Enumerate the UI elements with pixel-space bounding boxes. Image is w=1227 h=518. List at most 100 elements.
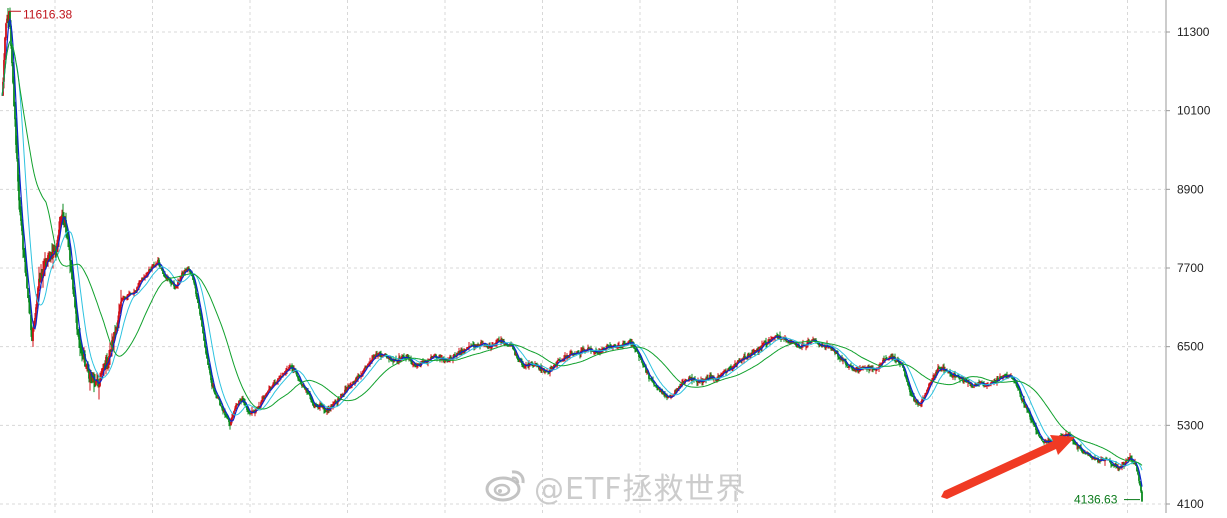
candle-body — [638, 353, 640, 358]
candle-body — [835, 352, 837, 354]
candle-body — [1097, 457, 1099, 463]
candle-body — [956, 375, 958, 377]
candle-body — [48, 254, 50, 256]
candle-body — [164, 275, 166, 278]
candle-body — [793, 341, 795, 344]
y-tick-label: 6500 — [1177, 340, 1204, 354]
candle-body — [39, 278, 41, 282]
candle-body — [308, 393, 310, 395]
candle-body — [666, 395, 668, 398]
candle-body — [1022, 399, 1024, 402]
candle-body — [193, 280, 195, 283]
candle-body — [180, 276, 182, 281]
candle-body — [1081, 449, 1083, 452]
candle-body — [285, 370, 287, 372]
candle-body — [304, 386, 306, 390]
candle-body — [389, 357, 391, 360]
candle-body — [737, 360, 739, 363]
candle-body — [124, 296, 126, 299]
candle-body — [651, 378, 653, 381]
candle-body — [434, 355, 436, 357]
candle-body — [533, 364, 535, 366]
candle-body — [376, 353, 378, 357]
candle-body — [652, 381, 654, 383]
candle-body — [407, 356, 409, 358]
candle-body — [192, 275, 194, 280]
candle-body — [484, 343, 486, 346]
candle-body — [11, 45, 13, 64]
candle-body — [914, 399, 916, 402]
candle-body — [311, 399, 313, 403]
candle-body — [4, 37, 6, 60]
candle-body — [340, 393, 342, 399]
candle-body — [1043, 441, 1045, 443]
candle-body — [683, 381, 685, 383]
candle-body — [664, 393, 666, 396]
candle-body — [188, 268, 190, 270]
annotation-layer: 11616.38 4136.63 — [9, 7, 1140, 507]
candle-body — [883, 359, 885, 361]
candle-body — [1095, 458, 1097, 460]
candle-body — [359, 375, 361, 377]
candle-body — [640, 358, 642, 361]
candle-body — [71, 264, 73, 280]
candle-body — [821, 345, 823, 348]
candle-body — [17, 158, 19, 182]
candle-body — [1034, 424, 1036, 427]
candle-body — [387, 357, 389, 359]
candle-body — [602, 347, 604, 349]
candle-body — [910, 391, 912, 393]
candle-body — [752, 352, 754, 355]
candle-body — [721, 373, 723, 375]
candle-body — [919, 404, 921, 406]
candle-body — [738, 360, 740, 362]
candle-body — [921, 399, 923, 404]
candle-body — [929, 382, 931, 384]
candle-body — [134, 291, 136, 294]
candle-body — [232, 416, 234, 418]
candle-body — [195, 285, 197, 294]
candle-body — [231, 417, 233, 422]
candle-body — [1092, 457, 1094, 459]
candle-body — [152, 265, 154, 268]
candle-body — [16, 145, 18, 159]
candle-body — [650, 378, 652, 380]
candle-body — [314, 404, 316, 408]
candle-body — [172, 282, 174, 284]
candle-body — [261, 400, 263, 403]
candle-body — [759, 347, 761, 350]
candle-body — [221, 406, 223, 409]
candle-body — [948, 372, 950, 374]
candle-body — [80, 346, 82, 349]
candle-body — [658, 387, 660, 389]
candle-body — [905, 376, 907, 378]
candle-body — [244, 401, 246, 405]
candle-body — [334, 400, 336, 404]
candle-body — [1039, 436, 1041, 438]
candle-body — [331, 405, 333, 407]
candle-body — [158, 259, 160, 265]
candle-body — [583, 349, 585, 351]
candle-body — [805, 345, 807, 347]
candle-body — [85, 366, 87, 368]
candle-body — [268, 389, 270, 391]
candle-body — [290, 365, 292, 367]
candle-body — [739, 359, 741, 361]
candle-body — [828, 347, 830, 349]
candle-body — [702, 381, 704, 383]
candle-body — [915, 400, 917, 403]
candle-body — [157, 259, 159, 265]
candle-body — [364, 367, 366, 369]
candle-body — [52, 249, 54, 258]
candle-body — [421, 361, 423, 364]
candle-body — [370, 361, 372, 363]
candle-body — [369, 362, 371, 364]
candle-body — [298, 378, 300, 380]
candle-body — [36, 297, 38, 308]
candle-body — [797, 344, 799, 348]
candle-body — [59, 216, 61, 230]
candle-body — [1023, 399, 1025, 405]
candle-body — [237, 403, 239, 406]
candle-body — [183, 271, 185, 274]
candle-body — [81, 348, 83, 356]
